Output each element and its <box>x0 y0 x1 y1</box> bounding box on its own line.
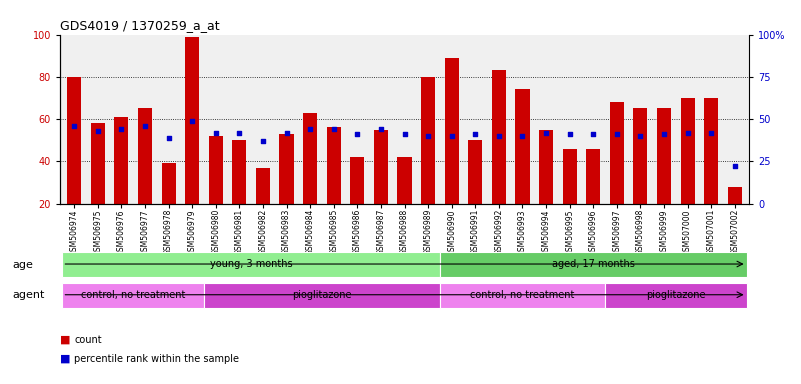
Text: pioglitazone: pioglitazone <box>646 290 706 300</box>
Bar <box>469 140 482 204</box>
Bar <box>115 117 128 204</box>
Bar <box>256 167 270 204</box>
Bar <box>280 134 294 204</box>
Bar <box>421 77 435 204</box>
Bar <box>440 283 605 308</box>
Text: age: age <box>12 260 33 270</box>
Bar <box>209 136 223 204</box>
Point <box>469 131 481 137</box>
Point <box>540 129 553 136</box>
Point <box>91 128 104 134</box>
Point <box>186 118 199 124</box>
Bar <box>445 58 459 204</box>
Bar <box>610 102 624 204</box>
Bar <box>62 283 204 308</box>
Bar <box>515 89 529 204</box>
Text: agent: agent <box>12 290 44 300</box>
Bar <box>634 109 647 204</box>
Bar <box>62 252 440 277</box>
Point <box>68 123 81 129</box>
Point <box>351 131 364 137</box>
Text: percentile rank within the sample: percentile rank within the sample <box>74 354 239 364</box>
Bar <box>562 149 577 204</box>
Bar <box>681 98 694 204</box>
Point <box>256 138 269 144</box>
Text: aged, 17 months: aged, 17 months <box>552 259 634 269</box>
Point <box>728 163 741 169</box>
Point <box>304 126 316 132</box>
Point <box>493 133 505 139</box>
Text: pioglitazone: pioglitazone <box>292 290 352 300</box>
Point <box>516 133 529 139</box>
Point <box>610 131 623 137</box>
Point <box>328 126 340 132</box>
Point <box>375 126 388 132</box>
Text: young, 3 months: young, 3 months <box>210 259 292 269</box>
Point <box>115 126 128 132</box>
Bar <box>492 71 506 204</box>
Bar <box>727 187 742 204</box>
Point <box>398 131 411 137</box>
Point <box>421 133 434 139</box>
Bar <box>605 283 747 308</box>
Point <box>705 129 718 136</box>
Text: ■: ■ <box>60 335 74 345</box>
Text: control, no treatment: control, no treatment <box>470 290 574 300</box>
Bar <box>586 149 600 204</box>
Text: control, no treatment: control, no treatment <box>81 290 185 300</box>
Point <box>233 129 246 136</box>
Point <box>658 131 670 137</box>
Bar <box>204 283 440 308</box>
Point <box>563 131 576 137</box>
Bar <box>162 164 175 204</box>
Point <box>139 123 151 129</box>
Bar <box>374 130 388 204</box>
Point <box>280 129 293 136</box>
Point <box>445 133 458 139</box>
Point <box>634 133 647 139</box>
Bar <box>91 123 105 204</box>
Bar <box>704 98 718 204</box>
Bar <box>185 37 199 204</box>
Text: GDS4019 / 1370259_a_at: GDS4019 / 1370259_a_at <box>60 19 219 32</box>
Text: ■: ■ <box>60 354 74 364</box>
Point <box>209 129 222 136</box>
Point <box>681 129 694 136</box>
Bar <box>440 252 747 277</box>
Bar <box>303 113 317 204</box>
Point <box>162 134 175 141</box>
Bar <box>232 140 247 204</box>
Point <box>587 131 600 137</box>
Bar <box>138 109 152 204</box>
Bar <box>397 157 412 204</box>
Bar <box>657 109 671 204</box>
Bar <box>539 130 553 204</box>
Bar <box>327 127 340 204</box>
Bar <box>67 77 82 204</box>
Bar <box>350 157 364 204</box>
Text: count: count <box>74 335 102 345</box>
